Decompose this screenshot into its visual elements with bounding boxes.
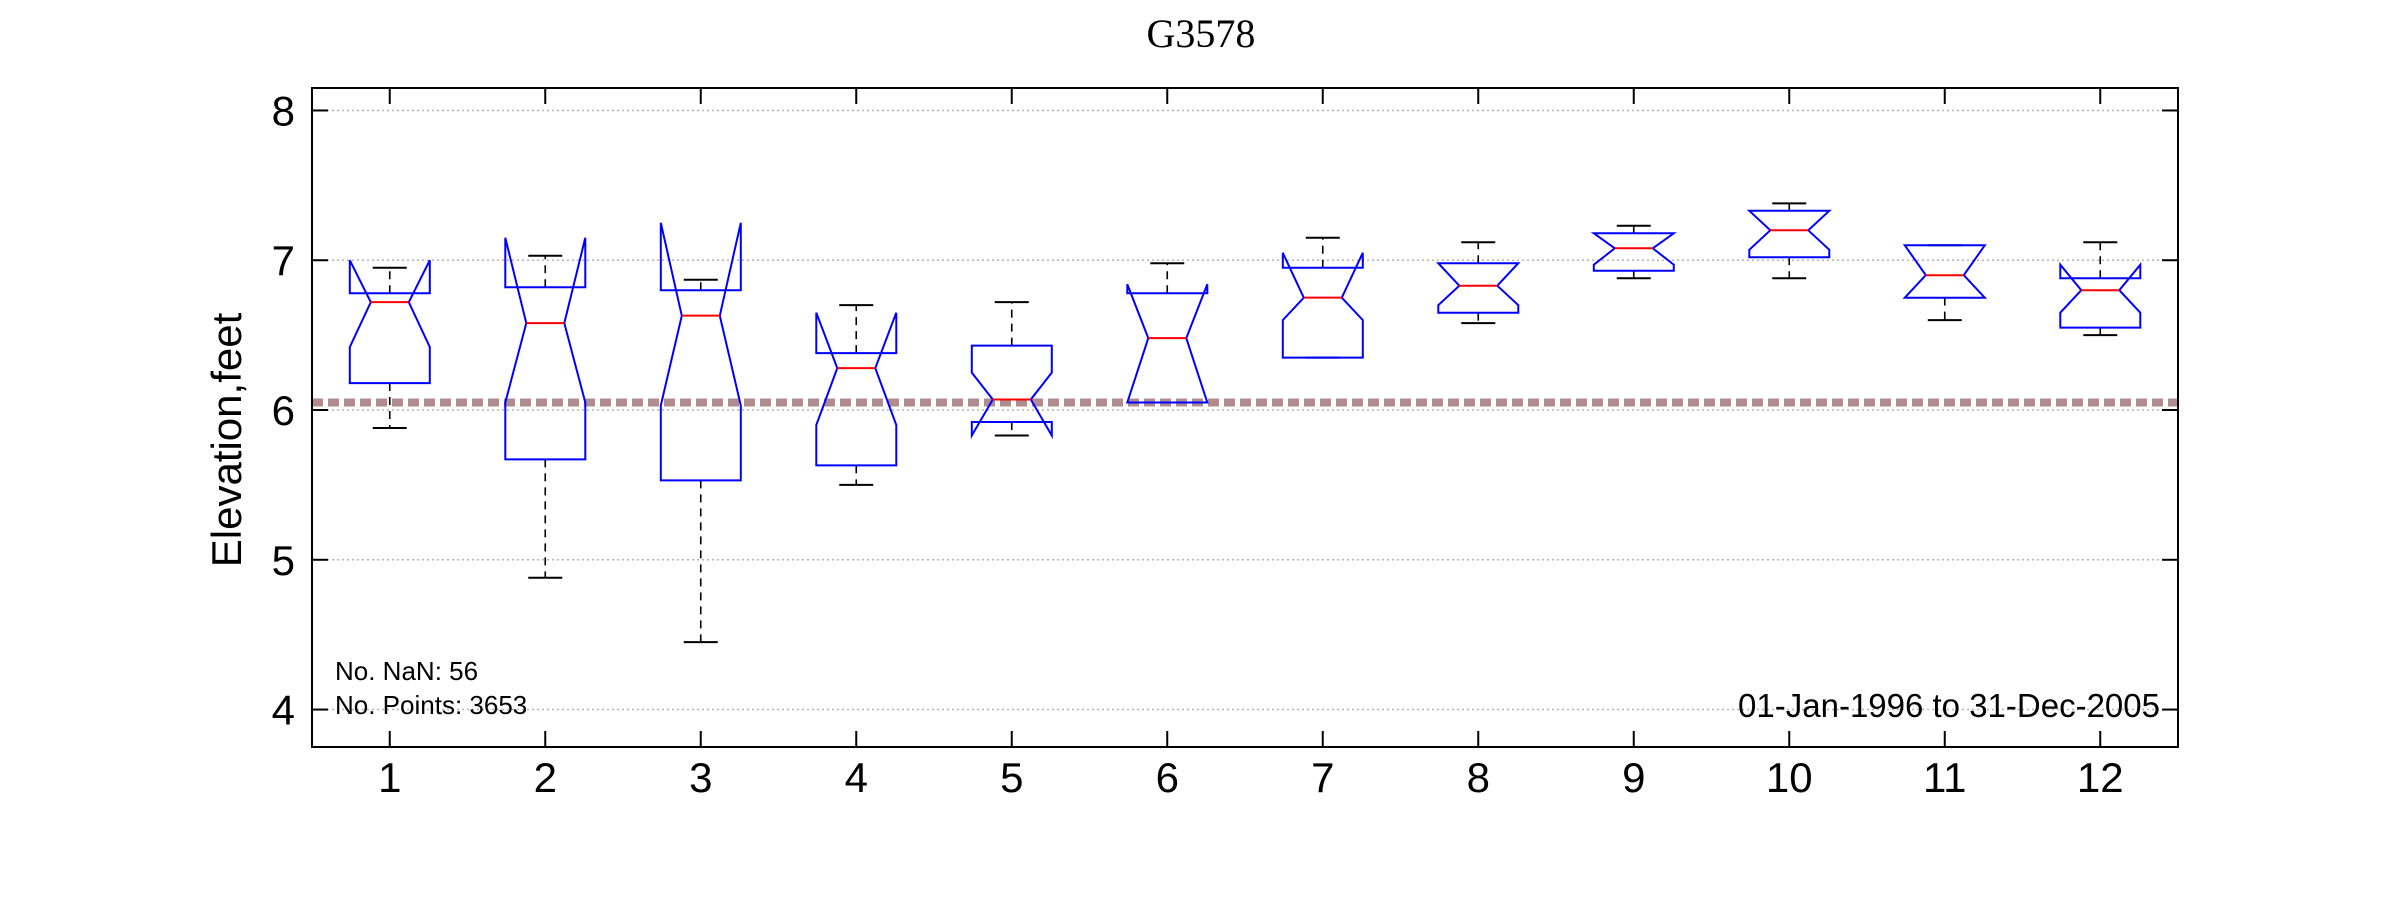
box-4 bbox=[815, 304, 898, 486]
x-tick-label: 10 bbox=[1766, 754, 1813, 801]
x-tick-label: 1 bbox=[378, 754, 401, 801]
box-11 bbox=[1902, 244, 1988, 322]
x-tick-label: 7 bbox=[1311, 754, 1334, 801]
x-tick-label: 12 bbox=[2077, 754, 2124, 801]
notched-box bbox=[1590, 232, 1677, 272]
x-tick-label: 11 bbox=[1923, 754, 1967, 801]
y-tick-label: 4 bbox=[272, 687, 295, 734]
box-6 bbox=[1125, 262, 1209, 404]
y-tick-label: 8 bbox=[272, 87, 295, 134]
box-7 bbox=[1281, 236, 1364, 359]
points-count-note: No. Points: 3653 bbox=[335, 690, 527, 720]
chart-title: G3578 bbox=[1147, 11, 1256, 56]
box-3 bbox=[659, 222, 742, 644]
notched-box bbox=[970, 344, 1053, 440]
notched-box bbox=[1435, 262, 1521, 314]
notched-box bbox=[1902, 244, 1988, 299]
y-tick-label: 5 bbox=[272, 537, 295, 584]
x-tick-label: 9 bbox=[1622, 754, 1645, 801]
notched-box bbox=[815, 312, 898, 467]
notched-box bbox=[659, 222, 742, 482]
notched-box bbox=[348, 259, 431, 385]
box-10 bbox=[1746, 202, 1832, 280]
notched-box bbox=[2059, 261, 2142, 329]
box-8 bbox=[1435, 241, 1521, 325]
box-12 bbox=[2059, 241, 2142, 337]
boxes bbox=[348, 202, 2142, 644]
notched-box bbox=[1281, 252, 1364, 359]
box-9 bbox=[1590, 224, 1677, 280]
y-tick-label: 7 bbox=[272, 237, 295, 284]
grid-lines bbox=[312, 109, 2178, 711]
nan-count-note: No. NaN: 56 bbox=[335, 656, 478, 686]
y-tick-label: 6 bbox=[272, 387, 295, 434]
notched-box bbox=[1746, 209, 1832, 259]
y-axis-label: Elevation,feet bbox=[203, 312, 250, 567]
x-tick-label: 3 bbox=[689, 754, 712, 801]
date-range-note: 01-Jan-1996 to 31-Dec-2005 bbox=[1738, 687, 2160, 724]
x-tick-label: 6 bbox=[1156, 754, 1179, 801]
notched-box bbox=[504, 237, 587, 461]
x-tick-label: 2 bbox=[534, 754, 557, 801]
x-tick-label: 8 bbox=[1467, 754, 1490, 801]
plot-frame bbox=[311, 87, 2179, 748]
x-tick-label: 4 bbox=[845, 754, 868, 801]
box-5 bbox=[970, 301, 1053, 440]
box-2 bbox=[504, 237, 587, 579]
x-tick-label: 5 bbox=[1000, 754, 1023, 801]
box-1 bbox=[348, 259, 431, 429]
notched-box bbox=[1125, 283, 1209, 404]
